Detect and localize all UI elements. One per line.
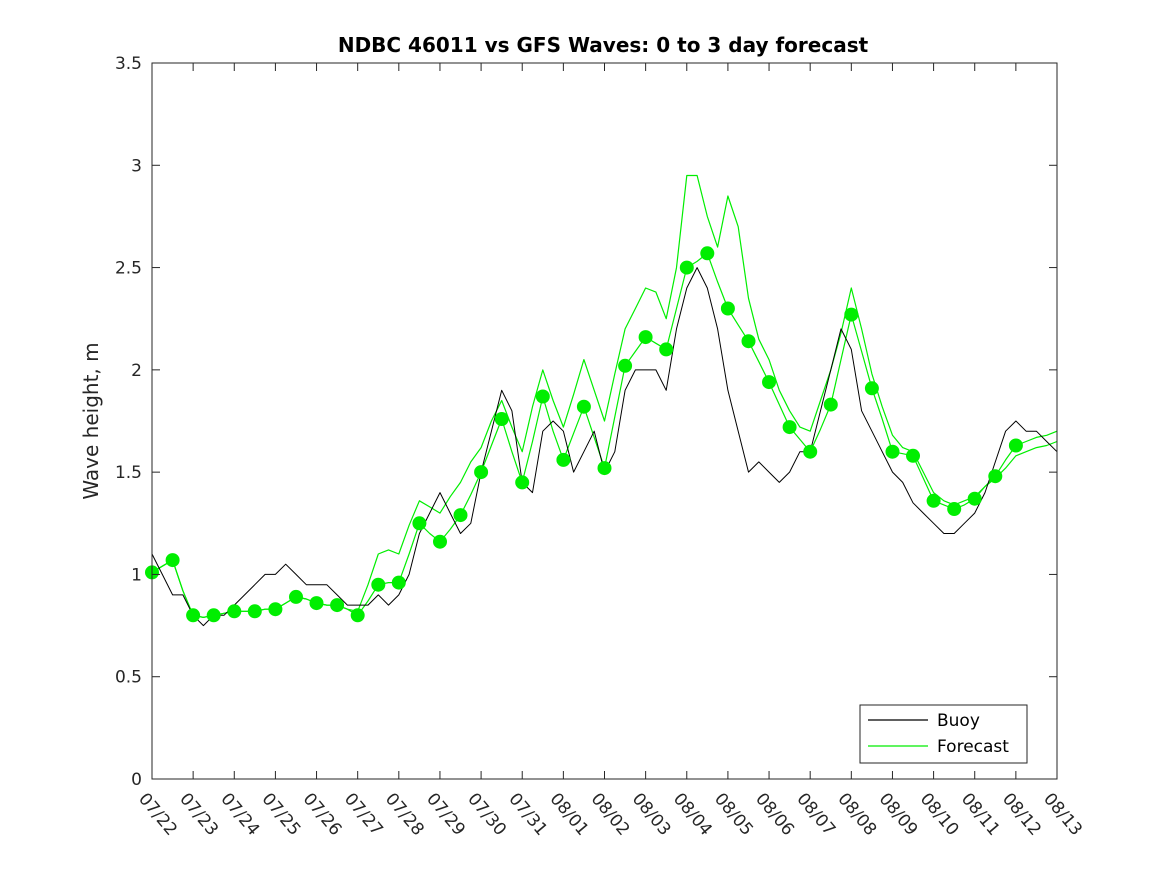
forecast-marker	[844, 307, 859, 322]
forecast-marker	[597, 461, 612, 476]
forecast-marker	[720, 301, 735, 316]
y-tick-label: 1.5	[115, 463, 142, 483]
forecast-marker	[638, 330, 653, 345]
forecast-marker	[618, 358, 633, 373]
forecast-marker	[371, 577, 386, 592]
forecast-marker	[350, 608, 365, 623]
forecast-marker	[988, 469, 1003, 484]
legend-forecast-label: Forecast	[937, 737, 1009, 757]
forecast-line-2	[151, 174, 1058, 618]
marker-layer	[145, 246, 1023, 623]
forecast-marker	[227, 604, 242, 619]
forecast-marker	[474, 465, 489, 480]
forecast-marker	[700, 246, 715, 261]
forecast-marker	[453, 508, 468, 523]
legend-box	[859, 704, 1028, 764]
forecast-marker	[309, 596, 324, 611]
forecast-marker	[391, 575, 406, 590]
forecast-marker	[803, 444, 818, 459]
legend: Buoy Forecast	[859, 704, 1028, 764]
forecast-marker	[864, 381, 879, 396]
forecast-marker	[289, 589, 303, 604]
forecast-marker	[206, 608, 221, 623]
y-axis-label: Wave height, m	[79, 342, 103, 499]
forecast-marker	[247, 604, 262, 619]
forecast-marker	[433, 534, 447, 549]
forecast-marker	[412, 516, 427, 531]
y-tick-label: 3.5	[115, 54, 142, 74]
forecast-marker	[576, 399, 591, 414]
forecast-marker	[823, 397, 838, 412]
forecast-marker	[967, 491, 982, 506]
forecast-marker	[679, 260, 694, 275]
forecast-marker	[268, 602, 283, 617]
forecast-marker	[556, 452, 571, 467]
forecast-marker	[1008, 438, 1023, 453]
y-tick-label: 2.5	[115, 259, 142, 279]
forecast-marker	[947, 502, 962, 516]
forecast-marker	[926, 493, 941, 508]
forecast-marker	[885, 444, 900, 459]
chart-title: NDBC 46011 vs GFS Waves: 0 to 3 day fore…	[338, 33, 869, 57]
legend-buoy-label: Buoy	[937, 711, 980, 731]
y-tick-label: 3	[131, 156, 142, 176]
forecast-marker	[762, 375, 776, 390]
y-tick-label: 0	[131, 770, 142, 790]
forecast-marker	[906, 448, 920, 463]
forecast-marker	[494, 412, 509, 426]
forecast-marker	[782, 420, 797, 435]
forecast-marker	[186, 608, 201, 623]
y-tick-label: 0.5	[115, 668, 142, 688]
forecast-marker	[165, 553, 180, 568]
y-tick-label: 2	[131, 361, 142, 381]
forecast-marker	[515, 475, 530, 490]
forecast-marker	[659, 342, 674, 357]
forecast-marker	[741, 334, 756, 349]
forecast-marker	[535, 389, 550, 404]
forecast-marker	[330, 598, 345, 613]
y-tick-label: 1	[131, 565, 142, 585]
